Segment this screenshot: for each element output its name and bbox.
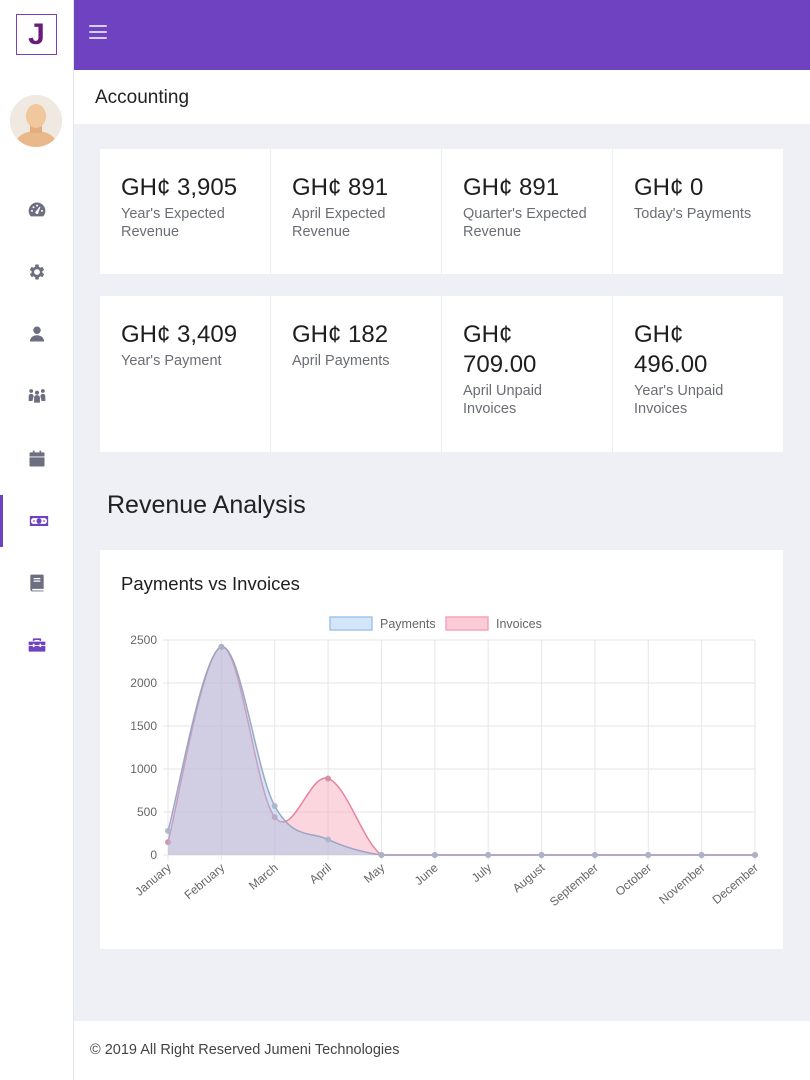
stat-card: GH¢ 891 Quarter's Expected Revenue	[442, 149, 613, 274]
revenue-chart[interactable]: 0 500 1000 1500 2000 2500 January February March…	[100, 550, 783, 949]
x-tick-label: October	[613, 861, 655, 899]
y-tick-label: 500	[137, 805, 157, 819]
hamburger-menu-icon[interactable]	[89, 25, 107, 43]
calendar-icon	[29, 450, 45, 467]
stat-card: GH¢ 3,409 Year's Payment	[100, 296, 271, 452]
toolbox-icon	[28, 638, 46, 652]
data-point	[591, 852, 598, 858]
stat-value: GH¢ 709.00	[463, 321, 537, 378]
data-point	[165, 839, 171, 846]
data-point	[752, 852, 758, 858]
sidebar-item-calendar[interactable]	[0, 433, 74, 485]
money-icon	[29, 516, 48, 526]
sidebar-item-dashboard[interactable]	[0, 184, 74, 236]
stat-value: GH¢ 496.00	[634, 321, 708, 378]
stats-row-1: GH¢ 3,905 Year's Expected Revenue GH¢ 89…	[100, 149, 783, 274]
stat-value: GH¢ 891	[463, 174, 560, 201]
data-point	[325, 836, 332, 843]
gear-icon	[29, 264, 45, 280]
data-point	[165, 827, 171, 834]
sidebar-item-settings[interactable]	[0, 246, 74, 298]
stat-label: Year's Expected Revenue	[121, 206, 225, 240]
sidebar-item-toolbox[interactable]	[0, 619, 74, 671]
stat-label: Quarter's Expected Revenue	[463, 206, 587, 240]
stat-value: GH¢ 182	[292, 321, 389, 348]
x-tick-label: April	[307, 861, 334, 887]
data-point	[698, 852, 705, 858]
x-tick-label: May	[361, 861, 387, 886]
app-logo[interactable]: J	[16, 14, 57, 55]
stat-value: GH¢ 3,905	[121, 174, 238, 201]
stat-label: April Unpaid Invoices	[463, 383, 542, 417]
stat-card: GH¢ 3,905 Year's Expected Revenue	[100, 149, 271, 274]
data-point	[538, 852, 545, 858]
section-title: Revenue Analysis	[107, 491, 306, 519]
book-icon	[30, 574, 44, 592]
x-tick-label: June	[412, 860, 441, 888]
sidebar-item-user[interactable]	[0, 308, 74, 360]
x-tick-label: December	[710, 861, 761, 907]
y-tick-label: 1500	[130, 719, 157, 733]
stat-value: GH¢ 3,409	[121, 321, 238, 348]
stats-row-2: GH¢ 3,409 Year's Payment GH¢ 182 April P…	[100, 296, 783, 452]
legend-label: Payments	[380, 617, 436, 631]
x-tick-label: January	[132, 861, 174, 899]
page-header: Accounting	[74, 70, 810, 124]
legend-swatch	[445, 616, 489, 631]
top-bar	[74, 0, 810, 70]
stat-card: GH¢ 182 April Payments	[271, 296, 442, 452]
stat-value: GH¢ 891	[292, 174, 389, 201]
x-tick-label: February	[181, 861, 227, 903]
avatar-image	[10, 95, 62, 147]
stat-card: GH¢ 891 April Expected Revenue	[271, 149, 442, 274]
x-tick-label: July	[469, 861, 494, 885]
stat-label: April Expected Revenue	[292, 206, 386, 240]
y-tick-label: 2500	[130, 633, 157, 647]
sidebar-item-book[interactable]	[0, 557, 74, 609]
legend-label: Invoices	[496, 617, 542, 631]
data-point	[378, 852, 385, 858]
y-tick-label: 2000	[130, 676, 157, 690]
chart-title: Payments vs Invoices	[121, 573, 300, 594]
x-tick-label: March	[246, 861, 281, 893]
gauge-icon	[28, 202, 46, 217]
stat-card: GH¢ 709.00 April Unpaid Invoices	[442, 296, 613, 452]
series-area-payments	[168, 646, 755, 855]
sidebar-item-accounting[interactable]	[0, 495, 74, 547]
y-tick-label: 0	[150, 848, 157, 862]
sidebar-item-group[interactable]	[0, 370, 74, 422]
user-icon	[29, 326, 45, 342]
footer-copyright: © 2019 All Right Reserved Jumeni Technol…	[90, 1042, 400, 1058]
data-point	[645, 852, 652, 858]
avatar[interactable]	[10, 95, 62, 147]
stat-card: GH¢ 496.00 Year's Unpaid Invoices	[613, 296, 783, 452]
data-point	[271, 814, 278, 821]
users-icon	[28, 389, 46, 403]
data-point	[431, 852, 438, 858]
page-title: Accounting	[95, 87, 190, 108]
stat-label: Today's Payments	[634, 206, 752, 222]
x-tick-label: November	[656, 861, 707, 907]
data-point	[218, 643, 225, 650]
x-tick-label: September	[547, 861, 601, 909]
data-point	[271, 802, 278, 809]
sidebar: J	[0, 0, 74, 1080]
stat-card: GH¢ 0 Today's Payments	[613, 149, 783, 274]
footer: © 2019 All Right Reserved Jumeni Technol…	[74, 1021, 810, 1080]
data-point	[325, 775, 332, 782]
stat-value: GH¢ 0	[634, 174, 704, 201]
stat-label: Year's Payment	[121, 353, 222, 369]
chart-card: Payments vs Invoices 0 500 1000 1500 2000 250…	[100, 550, 783, 949]
stat-label: April Payments	[292, 353, 390, 369]
series-area-invoices	[168, 646, 755, 855]
y-tick-label: 1000	[130, 762, 157, 776]
data-point	[485, 852, 492, 858]
stat-label: Year's Unpaid Invoices	[634, 383, 724, 417]
x-tick-label: August	[510, 860, 548, 895]
legend-swatch	[329, 616, 373, 631]
